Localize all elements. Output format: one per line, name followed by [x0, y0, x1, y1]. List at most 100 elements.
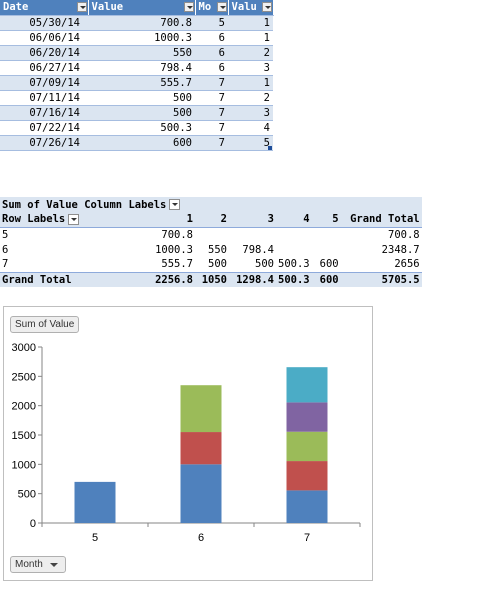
- cell-month[interactable]: 7: [195, 120, 228, 136]
- cell-value[interactable]: 500: [88, 90, 195, 106]
- cell-value-index[interactable]: 1: [228, 75, 273, 91]
- pivot-row-label[interactable]: Grand Total: [0, 271, 151, 287]
- cell-value[interactable]: 500: [88, 105, 195, 121]
- cell-value[interactable]: 798.4: [88, 60, 195, 76]
- pivot-row-label[interactable]: 5: [2, 228, 9, 241]
- cell-date[interactable]: 07/26/14: [0, 135, 88, 151]
- cell-date[interactable]: 06/06/14: [0, 30, 88, 46]
- pivot-cell[interactable]: [276, 227, 312, 242]
- cell-value[interactable]: 1000.3: [88, 30, 195, 46]
- cell-value-index[interactable]: 1: [228, 15, 273, 31]
- bar-segment[interactable]: [180, 385, 222, 433]
- bar-segment[interactable]: [180, 432, 222, 465]
- cell-value-index[interactable]: 2: [228, 45, 273, 61]
- month-filter-dropdown-icon[interactable]: [216, 2, 227, 12]
- y-tick-label: 1000: [12, 459, 36, 471]
- value-index-filter-dropdown-icon[interactable]: [261, 2, 272, 12]
- cell-value-index[interactable]: 3: [228, 60, 273, 76]
- pivot-cell[interactable]: [229, 227, 276, 242]
- pivot-cell[interactable]: [312, 242, 341, 257]
- x-tick-label: 6: [198, 532, 204, 544]
- pivot-cell[interactable]: 500: [208, 258, 227, 271]
- cell-value-index[interactable]: 4: [228, 120, 273, 136]
- pivot-cell[interactable]: 555.7: [161, 258, 193, 271]
- pivot-cell[interactable]: 2656: [394, 258, 420, 271]
- cell-date[interactable]: 07/22/14: [0, 120, 88, 136]
- pivot-cell[interactable]: [312, 227, 341, 242]
- pivot-cell[interactable]: 798.4: [242, 243, 274, 256]
- pivot-cell[interactable]: 2348.7: [381, 243, 420, 256]
- month-axis-field-button[interactable]: Month: [10, 556, 66, 573]
- value-filter-dropdown-icon[interactable]: [183, 2, 194, 12]
- pivot-cell[interactable]: [195, 227, 229, 242]
- pivot-cell[interactable]: 5705.5: [340, 271, 422, 287]
- source-table-row: 07/16/14 500 7 3: [0, 105, 273, 121]
- pivot-cell[interactable]: 700.8: [388, 228, 420, 241]
- pivot-cell[interactable]: 1050: [195, 271, 229, 287]
- cell-value[interactable]: 550: [88, 45, 195, 61]
- sum-of-value-field-button[interactable]: Sum of Value: [10, 316, 80, 333]
- bar-segment[interactable]: [286, 367, 328, 403]
- pivot-table: Sum of Value Column Labels Row Labels 1 …: [0, 197, 422, 287]
- pivot-cell[interactable]: 600: [319, 258, 339, 271]
- column-labels-dropdown-icon[interactable]: [169, 199, 181, 210]
- pivot-cell[interactable]: 550: [208, 243, 227, 256]
- cell-value[interactable]: 500.3: [88, 120, 195, 136]
- cell-month[interactable]: 6: [195, 30, 228, 46]
- pivot-cell[interactable]: 1298.4: [229, 271, 276, 287]
- pivot-col-header: 1: [151, 212, 195, 228]
- cell-month[interactable]: 5: [195, 15, 228, 31]
- cell-value-index[interactable]: 2: [228, 90, 273, 106]
- bar-segment[interactable]: [286, 402, 328, 432]
- header-date: Date: [0, 0, 89, 16]
- cell-value-index[interactable]: 1: [228, 30, 273, 46]
- pivot-cell[interactable]: [276, 242, 312, 257]
- cell-month[interactable]: 6: [195, 60, 228, 76]
- bar-segment[interactable]: [74, 481, 116, 523]
- bar-segment[interactable]: [286, 461, 328, 491]
- cell-month[interactable]: 7: [195, 75, 228, 91]
- pivot-chart[interactable]: 0 500 1000 1500 2000 2500 3000 5 6 7 Sum of Value…: [3, 306, 373, 581]
- cell-value-index[interactable]: 5: [228, 135, 273, 151]
- cell-date[interactable]: 06/27/14: [0, 60, 88, 76]
- bar-segment[interactable]: [286, 490, 328, 523]
- y-tick-label: 0: [30, 518, 36, 530]
- cell-value-index[interactable]: 3: [228, 105, 273, 121]
- bar-segment[interactable]: [286, 431, 328, 462]
- cell-month[interactable]: 6: [195, 45, 228, 61]
- cell-value[interactable]: 600: [88, 135, 195, 151]
- header-date-label: Date: [3, 1, 29, 14]
- cell-date[interactable]: 07/11/14: [0, 90, 88, 106]
- cell-date[interactable]: 05/30/14: [0, 15, 88, 31]
- pivot-cell[interactable]: 700.8: [161, 228, 193, 241]
- pivot-cell[interactable]: 500.3: [276, 271, 312, 287]
- pivot-row-labels: Row Labels: [2, 213, 66, 226]
- cell-value[interactable]: 700.8: [88, 15, 195, 31]
- cell-date[interactable]: 07/16/14: [0, 105, 88, 121]
- cell-date[interactable]: 06/20/14: [0, 45, 88, 61]
- pivot-cell[interactable]: 2256.8: [151, 271, 195, 287]
- cell-month[interactable]: 7: [195, 90, 228, 106]
- cell-month[interactable]: 7: [195, 105, 228, 121]
- pivot-row-label[interactable]: 7: [2, 258, 9, 271]
- table-resize-handle[interactable]: [268, 146, 272, 150]
- pivot-col-header: 4: [276, 212, 312, 228]
- cell-month[interactable]: 7: [195, 135, 228, 151]
- row-labels-dropdown-icon[interactable]: [68, 213, 80, 225]
- pivot-row-label[interactable]: 6: [2, 243, 9, 256]
- source-table-row: 05/30/14 700.8 5 1: [0, 15, 273, 31]
- bar-segment[interactable]: [180, 464, 222, 523]
- pivot-cell[interactable]: 500.3: [278, 258, 310, 271]
- source-table-row: 06/20/14 550 6 2: [0, 45, 273, 61]
- cell-date[interactable]: 07/09/14: [0, 75, 88, 91]
- pivot-cell[interactable]: 500: [255, 258, 274, 271]
- pivot-cell[interactable]: 1000.3: [155, 243, 193, 256]
- date-filter-dropdown-icon[interactable]: [76, 2, 87, 12]
- x-tick-label: 5: [92, 532, 98, 544]
- y-tick-label: 500: [18, 489, 36, 501]
- pivot-cell[interactable]: 600: [311, 271, 341, 287]
- source-table-row: 07/26/14 600 7 5: [0, 135, 273, 151]
- chart-plot: 0 500 1000 1500 2000 2500 3000 5 6 7: [12, 342, 361, 544]
- cell-value[interactable]: 555.7: [88, 75, 195, 91]
- x-tick-label: 7: [304, 532, 310, 544]
